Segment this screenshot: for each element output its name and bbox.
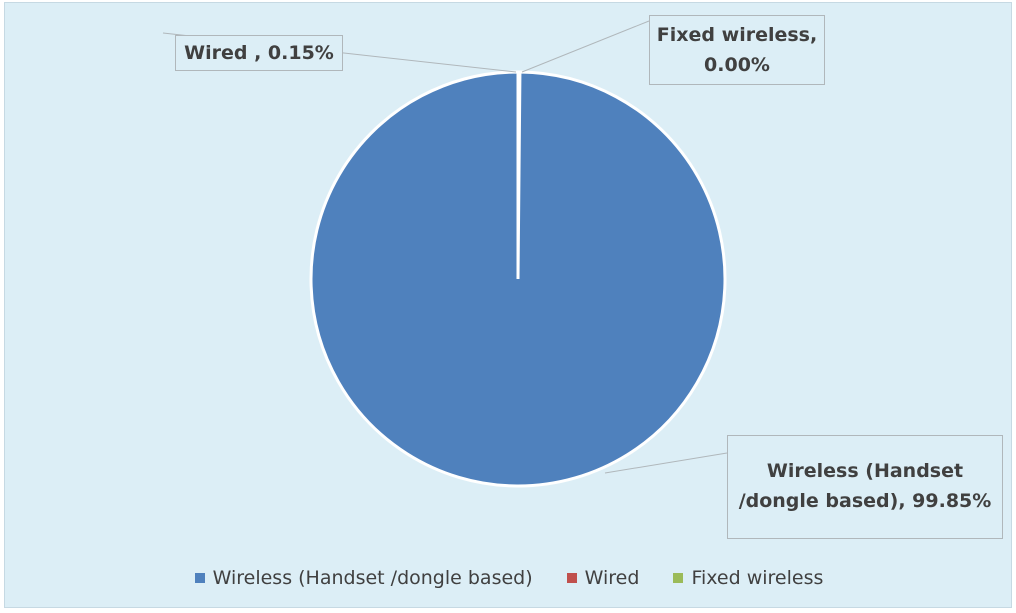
- data-label-fixed-wireless: Fixed wireless, 0.00%: [649, 15, 825, 85]
- leader-line-fixed-wireless: [521, 20, 650, 73]
- legend-swatch-fixed-wireless: [673, 573, 684, 583]
- legend-swatch-wired: [566, 573, 577, 583]
- legend-label-fixed-wireless: Fixed wireless: [691, 567, 824, 589]
- chart-area: Wired , 0.15% Fixed wireless, 0.00% Wire…: [4, 2, 1012, 608]
- leader-line-wireless: [604, 452, 728, 474]
- legend-label-wired: Wired: [584, 567, 640, 589]
- legend: Wireless (Handset /dongle based) Wired F…: [5, 563, 1013, 593]
- data-label-wireless: Wireless (Handset /dongle based), 99.85%: [727, 435, 1003, 539]
- data-label-wired: Wired , 0.15%: [175, 35, 343, 71]
- legend-item-fixed-wireless: Fixed wireless: [673, 567, 823, 589]
- legend-item-wireless: Wireless (Handset /dongle based): [194, 567, 533, 589]
- legend-swatch-wireless: [194, 573, 205, 583]
- pie-chart: [162, 20, 728, 488]
- pie-slice-wireless: [309, 70, 727, 488]
- legend-label-wireless: Wireless (Handset /dongle based): [212, 567, 533, 589]
- legend-item-wired: Wired: [566, 567, 640, 589]
